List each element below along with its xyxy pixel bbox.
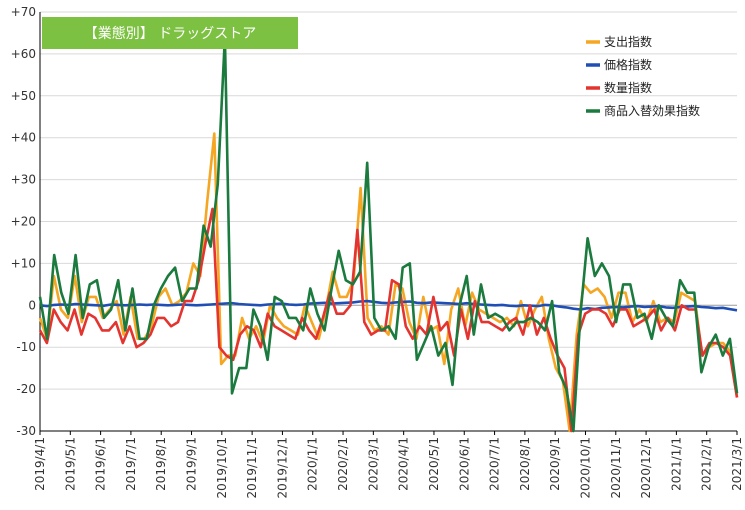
legend-label: 価格指数 (604, 57, 652, 72)
series-line-mix (38, 35, 739, 433)
y-tick-label: -20 (16, 382, 36, 396)
x-tick-label: 2019/12/1 (275, 437, 289, 499)
x-tick-label: 2020/3/1 (366, 437, 380, 491)
x-tick-label: 2019/9/1 (185, 437, 199, 491)
x-tick-label: 2020/4/1 (397, 437, 411, 491)
x-tick-label: 2020/9/1 (548, 437, 562, 491)
x-tick-label: 2020/11/1 (609, 437, 623, 499)
x-tick-label: 2020/6/1 (457, 437, 471, 491)
chart-title: 【業態別】 ドラッグストア (84, 26, 256, 42)
x-tick-label: 2021/1/1 (669, 437, 683, 491)
y-tick-label: +10 (11, 256, 36, 270)
x-tick-label: 2019/5/1 (63, 437, 77, 491)
x-tick-label: 2020/5/1 (427, 437, 441, 491)
y-tick-label: +60 (11, 47, 36, 61)
x-tick-label: 2020/10/1 (578, 437, 592, 499)
x-tick-label: 2020/12/1 (639, 437, 653, 499)
y-tick-label: -30 (16, 424, 36, 438)
x-tick-label: 2020/7/1 (488, 437, 502, 491)
legend-label: 数量指数 (604, 80, 652, 95)
gridlines (40, 11, 737, 432)
x-tick-label: 2020/1/1 (306, 437, 320, 491)
series-line-spend (38, 132, 739, 433)
legend-label: 商品入替効果指数 (604, 103, 700, 118)
y-tick-label: +30 (11, 173, 36, 187)
legend-label: 支出指数 (604, 34, 652, 49)
x-tick-label: 2019/8/1 (154, 437, 168, 491)
x-tick-label: 2020/2/1 (336, 437, 350, 491)
series-line-quantity (38, 207, 739, 433)
chart-title-background (42, 17, 298, 49)
chart-title-box: 【業態別】 ドラッグストア (42, 17, 298, 49)
y-tick-label: 0 (28, 298, 36, 312)
x-tick-label: 2019/10/1 (215, 437, 229, 499)
x-tick-label: 2020/8/1 (518, 437, 532, 491)
x-tick-label: 2019/7/1 (124, 437, 138, 491)
y-tick-label: +20 (11, 215, 36, 229)
y-tick-label: -10 (16, 340, 36, 354)
y-tick-label: +50 (11, 89, 36, 103)
series-lines (38, 35, 739, 433)
x-tick-label: 2021/3/1 (730, 437, 744, 491)
x-tick-label: 2021/2/1 (700, 437, 714, 491)
x-tick-label: 2019/6/1 (94, 437, 108, 491)
x-tick-label: 2019/4/1 (33, 437, 47, 491)
y-tick-label: +40 (11, 131, 36, 145)
x-tick-label: 2019/11/1 (245, 437, 259, 499)
y-tick-label: +70 (11, 5, 36, 19)
